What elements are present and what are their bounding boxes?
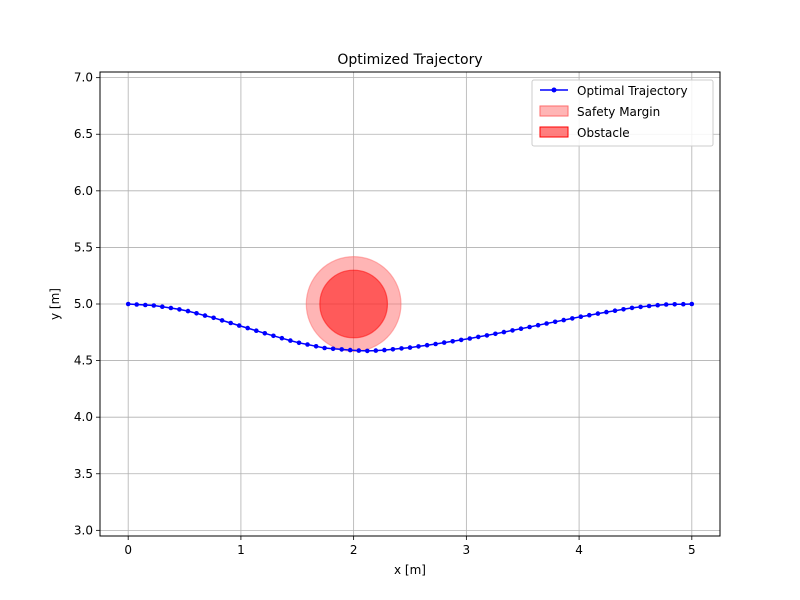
trajectory-point [681,301,686,307]
trajectory-point [305,342,310,347]
trajectory-point [365,348,370,354]
y-tick-label: 7.0 [74,71,93,85]
trajectory-point [595,311,601,316]
trajectory-point [399,346,404,351]
trajectory-point [604,309,609,315]
trajectory-point [151,303,157,308]
legend-label-trajectory: Optimal Trajectory [577,84,688,98]
trajectory-point [501,329,507,335]
trajectory-point [211,315,216,321]
trajectory-point [476,334,481,340]
trajectory-point [356,348,362,353]
trajectory-point [262,331,268,336]
trajectory-point [322,345,327,351]
y-tick-label: 5.5 [74,240,93,254]
y-tick-label: 6.0 [74,184,93,198]
y-tick-label: 3.0 [74,523,93,537]
x-axis-title: x [m] [394,563,426,577]
trajectory-point [160,304,165,310]
trajectory-point [177,307,182,312]
trajectory-point [672,302,677,307]
legend: Optimal Trajectory Safety Margin Obstacl… [531,79,714,147]
trajectory-point [202,313,208,318]
x-tick-label: 0 [124,543,132,557]
series [125,301,695,354]
trajectory-point [578,314,584,320]
y-tick-label: 4.0 [74,410,93,424]
y-tick-label: 6.5 [74,127,93,141]
ticks: 0 1 2 3 4 5 3.0 3.5 4.0 4.5 5.0 5.5 6.0 6.5 7.0 [74,71,696,557]
trajectory-point [663,302,669,307]
x-tick-label: 2 [350,543,358,557]
x-tick-label: 1 [237,543,245,557]
trajectory-point [194,311,199,316]
legend-swatch-obstacle [539,126,569,138]
trajectory-point [253,328,259,334]
trajectory-point [629,305,635,311]
obstacle-circle [319,269,389,339]
trajectory-point [228,320,233,326]
trajectory-point [535,322,541,328]
grid [100,72,720,536]
trajectory-point [373,348,379,353]
trajectory-point [433,341,438,347]
trajectory-point [168,305,174,311]
trajectory-point [552,319,558,325]
legend-label-obstacle: Obstacle [577,126,630,140]
trajectory-point [236,323,242,328]
legend-marker-trajectory [551,87,557,93]
trajectory-point [655,302,660,308]
legend-swatch-safety-margin [539,105,569,117]
legend-box [531,79,714,147]
trajectory-point [458,337,464,343]
y-tick-label: 3.5 [74,467,93,481]
trajectory-point [561,317,566,323]
trajectory-point [339,347,345,352]
trajectory-point [288,338,293,343]
trajectory-point [279,335,285,341]
chart-title: Optimized Trajectory [337,52,482,68]
trajectory-point [185,308,191,314]
trajectory-point [441,340,447,345]
trajectory-point [587,312,592,318]
trajectory-point [544,321,549,326]
trajectory-point [621,307,626,312]
trajectory-point [245,325,250,331]
trajectory-point [510,328,515,333]
y-tick-label: 5.0 [74,297,93,311]
trajectory-point [493,331,498,337]
trajectory-point [570,316,575,321]
y-axis-title: y [m] [48,288,62,320]
trajectory-point [390,347,396,352]
trajectory-point [134,302,139,307]
x-tick-label: 5 [688,543,696,557]
trajectory-point [424,342,430,348]
trajectory-point [689,301,695,307]
trajectory-point [271,333,276,339]
trajectory-point [296,340,302,346]
x-tick-label: 4 [575,543,583,557]
trajectory-point [467,336,473,341]
trajectory-point [143,302,148,308]
trajectory-point [612,308,618,314]
x-tick-label: 3 [463,543,471,557]
trajectory-point [313,344,319,349]
trajectory-point [638,304,643,310]
trajectory-point [518,326,524,332]
legend-label-safety-margin: Safety Margin [577,105,660,119]
trajectory-point [125,301,131,307]
trajectory-point [527,324,532,330]
trajectory-point [382,347,387,353]
y-tick-label: 4.5 [74,354,93,368]
trajectory-point [330,346,336,352]
shapes [305,256,402,352]
trajectory-point [416,344,421,349]
trajectory-point [450,339,456,344]
trajectory-point [407,345,413,350]
trajectory-point [646,303,652,309]
trajectory-point [219,318,225,323]
trajectory-point [484,333,490,338]
trajectory-point [347,347,353,353]
